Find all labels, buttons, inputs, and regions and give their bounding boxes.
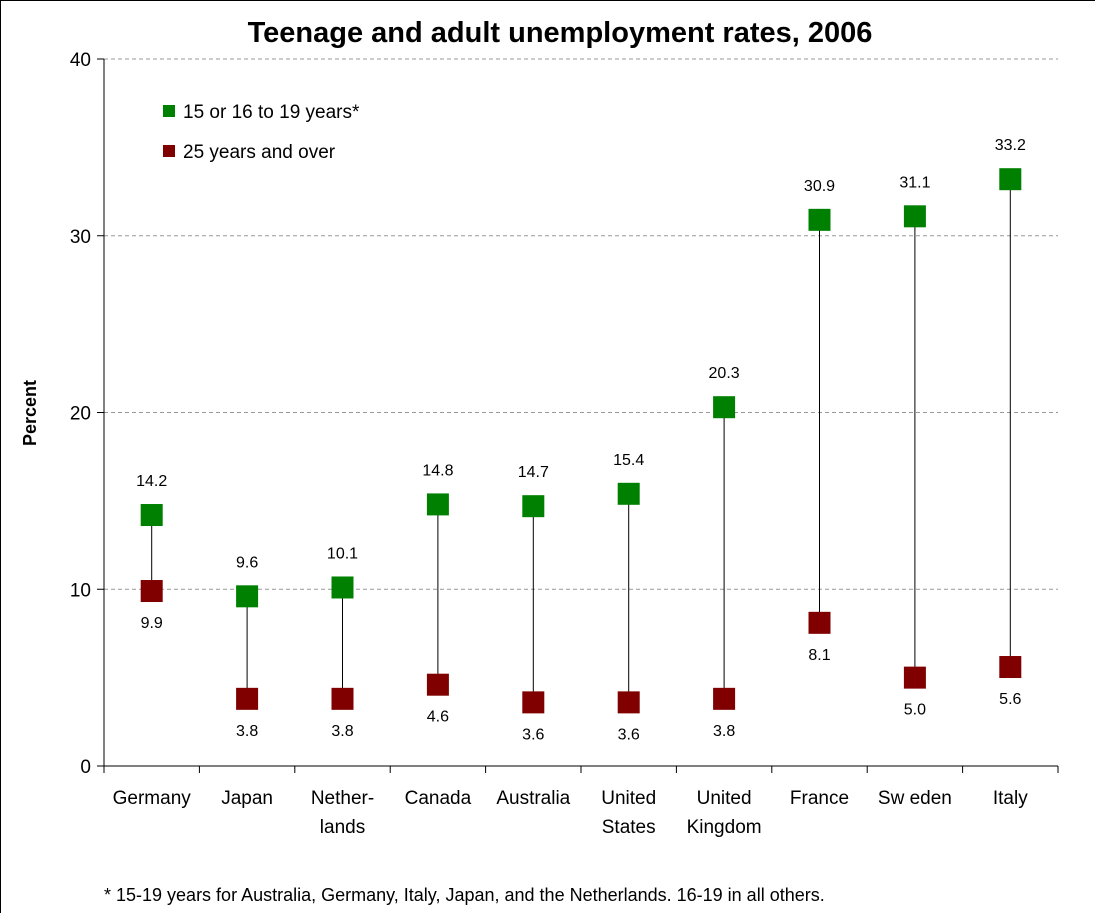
adult-point <box>713 687 736 710</box>
x-tick-label: France <box>790 788 849 809</box>
x-tick-labels: Germany Japan Nether-lands Canada Australia U… <box>113 788 1029 838</box>
x-tick-label: United Kingdom <box>687 788 762 838</box>
adult-point <box>426 673 449 696</box>
adult-point <box>331 687 354 710</box>
legend-label: 15 or 16 to 19 years* <box>183 102 360 123</box>
footnote: * 15-19 years for Australia, Germany, It… <box>104 885 825 905</box>
x-tick-label: Germany <box>113 788 192 809</box>
adult-point <box>999 656 1022 679</box>
adult-point <box>522 691 545 714</box>
adult-point <box>617 691 640 714</box>
x-tick-label: Nether-lands <box>311 788 374 838</box>
adult-point <box>140 580 163 603</box>
teen-point <box>999 168 1022 191</box>
teen-point <box>140 504 163 527</box>
axes <box>97 58 1059 773</box>
teen-data-label: 30.9 <box>804 178 835 195</box>
teen-data-label: 20.3 <box>709 365 740 382</box>
y-tick-label: 30 <box>70 227 91 248</box>
legend-marker <box>163 105 175 117</box>
y-axis-label: Percent <box>20 380 40 446</box>
y-tick-label: 0 <box>80 757 91 778</box>
teen-data-label: 33.2 <box>995 137 1026 154</box>
teen-point <box>331 576 354 599</box>
teen-data-label: 14.7 <box>518 464 549 481</box>
teen-point <box>617 482 640 505</box>
adult-data-label: 8.1 <box>808 647 830 664</box>
x-tick-label: Australia <box>496 788 570 809</box>
adult-data-label: 3.6 <box>618 726 640 743</box>
teen-data-label: 15.4 <box>613 452 644 469</box>
x-tick-label: Japan <box>221 788 273 809</box>
teen-point <box>713 396 736 419</box>
y-tick-label: 40 <box>70 50 91 71</box>
adult-point <box>808 611 831 634</box>
adult-data-label: 3.8 <box>236 723 258 740</box>
y-tick-labels: 0 10 20 30 40 <box>70 50 91 778</box>
adult-data-label: 5.0 <box>904 702 926 719</box>
teen-data-label: 9.6 <box>236 554 258 571</box>
adult-data-label: 3.8 <box>713 723 735 740</box>
adult-data-label: 9.9 <box>141 615 163 632</box>
legend-label: 25 years and over <box>183 142 336 163</box>
x-tick-label: Italy <box>993 788 1028 809</box>
adult-point <box>903 666 926 689</box>
x-tick-label: Sw eden <box>878 788 952 809</box>
legend-marker <box>163 145 175 157</box>
teen-data-label: 31.1 <box>899 174 930 191</box>
teen-point <box>808 208 831 231</box>
legend: 15 or 16 to 19 years* 25 years and over <box>163 102 360 163</box>
teen-point <box>903 205 926 228</box>
teen-point <box>522 495 545 518</box>
x-tick-label: United States <box>601 788 656 838</box>
teen-data-label: 14.2 <box>136 473 167 490</box>
gridlines <box>104 58 1058 590</box>
teen-data-label: 10.1 <box>327 545 358 562</box>
data-marks: 14.2 9.9 9.6 3.8 10.1 3.8 14.8 4.6 14.7 3.6 15.4 3.… <box>136 137 1026 743</box>
adult-data-label: 3.6 <box>522 726 544 743</box>
adult-data-label: 3.8 <box>331 723 353 740</box>
x-tick-label: Canada <box>405 788 472 809</box>
chart-title: Teenage and adult unemployment rates, 20… <box>248 17 873 49</box>
y-tick-label: 20 <box>70 404 91 425</box>
adult-data-label: 5.6 <box>999 691 1021 708</box>
teen-point <box>236 585 259 608</box>
teen-point <box>426 493 449 516</box>
adult-point <box>236 687 259 710</box>
teen-data-label: 14.8 <box>422 462 453 479</box>
y-tick-label: 10 <box>70 580 91 601</box>
adult-data-label: 4.6 <box>427 709 449 726</box>
